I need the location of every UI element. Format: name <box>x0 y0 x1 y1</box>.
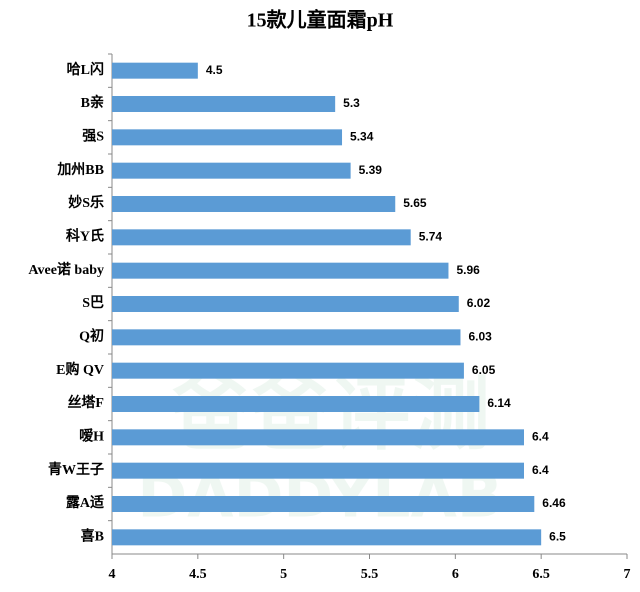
data-label: 6.46 <box>542 496 566 510</box>
y-tick-label: Q初 <box>79 328 104 345</box>
y-tick-label: Avee诺 baby <box>28 261 104 278</box>
y-tick-label: 喜B <box>81 528 104 545</box>
bar <box>112 329 461 346</box>
bar <box>112 396 480 412</box>
bar <box>112 529 542 546</box>
data-label: 5.34 <box>350 130 374 144</box>
y-tick-label: 露A适 <box>66 494 104 511</box>
bar <box>112 262 449 279</box>
data-label: 6.05 <box>472 363 496 377</box>
y-tick-label: E购 QV <box>56 361 104 378</box>
x-tick-label: 6.5 <box>532 567 550 582</box>
y-tick-label: S巴 <box>82 295 104 311</box>
data-label: 6.4 <box>532 430 549 444</box>
data-label: 5.3 <box>343 96 360 110</box>
data-label: 6.4 <box>532 463 549 477</box>
bar <box>112 62 198 79</box>
bar <box>112 362 464 379</box>
bar <box>112 462 524 479</box>
bar <box>112 229 411 246</box>
y-tick-label: B亲 <box>81 94 104 111</box>
x-tick-label: 6 <box>452 567 459 582</box>
y-tick-label: 加州BB <box>56 162 104 178</box>
y-tick-label: 青W王子 <box>48 461 104 478</box>
y-tick-label: 强S <box>82 129 104 145</box>
data-label: 5.65 <box>403 196 427 210</box>
data-label: 5.96 <box>456 263 480 277</box>
x-tick-label: 5 <box>280 567 287 582</box>
y-tick-label: 丝塔F <box>67 394 104 411</box>
y-tick-label: 哈L闪 <box>67 61 104 78</box>
x-tick-label: 4 <box>109 567 116 582</box>
data-label: 5.74 <box>419 230 443 244</box>
bar <box>112 129 343 146</box>
bar <box>112 429 524 446</box>
y-tick-label: 科Y氏 <box>66 228 104 245</box>
x-tick-label: 4.5 <box>189 567 207 582</box>
data-label: 4.5 <box>206 63 223 77</box>
data-label: 6.14 <box>487 396 511 410</box>
x-tick-label: 7 <box>624 567 631 582</box>
bar <box>112 196 396 212</box>
bar <box>112 496 535 512</box>
chart-title: 15款儿童面霜pH <box>247 8 394 32</box>
x-tick-label: 5.5 <box>361 567 379 582</box>
bar <box>112 162 351 179</box>
y-tick-label: 嗳H <box>79 428 104 445</box>
y-tick-label: 妙S乐 <box>68 194 104 211</box>
bar <box>112 296 459 312</box>
data-label: 6.02 <box>467 296 491 310</box>
data-label: 6.03 <box>468 330 492 344</box>
bar <box>112 96 336 112</box>
data-label: 6.5 <box>549 530 566 544</box>
data-label: 5.39 <box>359 163 383 177</box>
watermark: 爸爸评测 <box>169 368 490 461</box>
